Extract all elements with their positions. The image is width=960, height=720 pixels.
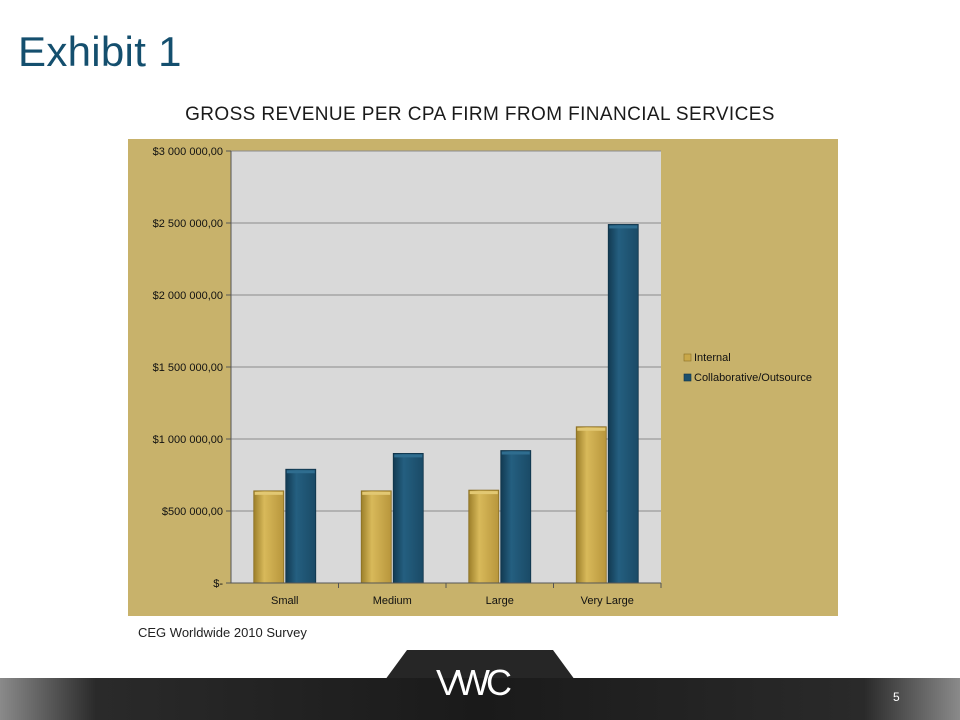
bar-cap — [577, 427, 606, 431]
y-tick-label: $1 000 000,00 — [153, 434, 223, 446]
x-tick-label: Medium — [373, 595, 412, 607]
legend-swatch-internal — [683, 353, 692, 362]
bar-internal-medium — [360, 490, 392, 584]
legend-swatch-collaborative — [683, 373, 692, 382]
legend-label: Collaborative/Outsource — [694, 372, 812, 384]
y-tick-label: $1 500 000,00 — [153, 362, 223, 374]
bar-collaborative-large — [500, 450, 532, 584]
bar-cap — [394, 454, 423, 458]
bar-cap — [254, 491, 283, 495]
bar-internal-large — [468, 489, 500, 584]
bar-chart: $- $500 000,00 $1 000 000,00 $1 500 000,00 $… — [153, 146, 812, 607]
x-tick-label: Small — [271, 595, 299, 607]
chart-title: GROSS REVENUE PER CPA FIRM FROM FINANCIA… — [185, 104, 775, 125]
bar-cap — [469, 491, 498, 495]
y-tick-label: $3 000 000,00 — [153, 146, 223, 158]
bar-collaborative-small — [285, 468, 317, 584]
logo-text: VWC — [436, 662, 512, 703]
bar-cap — [362, 491, 391, 495]
x-tick-label: Very Large — [581, 595, 634, 607]
x-tick-label: Large — [486, 595, 514, 607]
bar-internal-very-large — [575, 426, 607, 584]
y-tick-label: $2 000 000,00 — [153, 290, 223, 302]
y-tick-label: $- — [213, 578, 223, 590]
bar-internal-small — [253, 490, 285, 584]
y-tick-label: $500 000,00 — [162, 506, 223, 518]
footer-tab — [385, 650, 575, 680]
bar-cap — [609, 225, 638, 229]
company-logo: VWC — [436, 661, 512, 705]
bar-cap — [501, 451, 530, 455]
y-tick-label: $2 500 000,00 — [153, 218, 223, 230]
source-note: CEG Worldwide 2010 Survey — [138, 625, 307, 640]
bar-cap — [286, 470, 315, 474]
page-number: 5 — [893, 690, 900, 704]
footer-bar — [0, 678, 960, 720]
bar-collaborative-medium — [392, 452, 424, 584]
slide-title: Exhibit 1 — [18, 28, 182, 75]
legend-label: Internal — [694, 352, 731, 364]
bar-collaborative-very-large — [607, 224, 639, 584]
chart-panel: $- $500 000,00 $1 000 000,00 $1 500 000,00 $… — [128, 139, 838, 616]
